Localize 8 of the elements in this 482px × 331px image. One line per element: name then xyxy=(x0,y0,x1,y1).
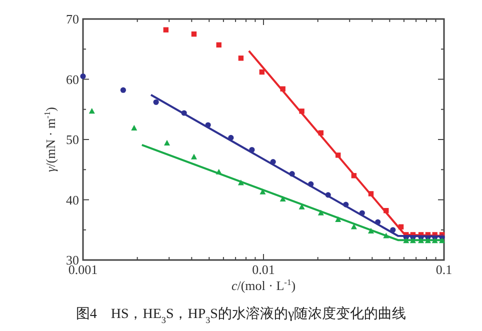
caption: 图4 HS，HE$_{3}$S，HP$_{3}$S的水溶液的γ随浓度变化的曲线 xyxy=(76,306,406,325)
x-tick-label: 0.01 xyxy=(252,262,275,277)
y-tick-label: 70 xyxy=(66,12,79,26)
y-tick-label: 50 xyxy=(66,132,79,147)
y-tick-label: 40 xyxy=(66,192,79,208)
y-tick-label: 60 xyxy=(66,72,79,87)
x-axis-title: c/(mol · L$^{-1}$) xyxy=(231,277,296,293)
x-tick-label: 0.1 xyxy=(436,262,452,277)
